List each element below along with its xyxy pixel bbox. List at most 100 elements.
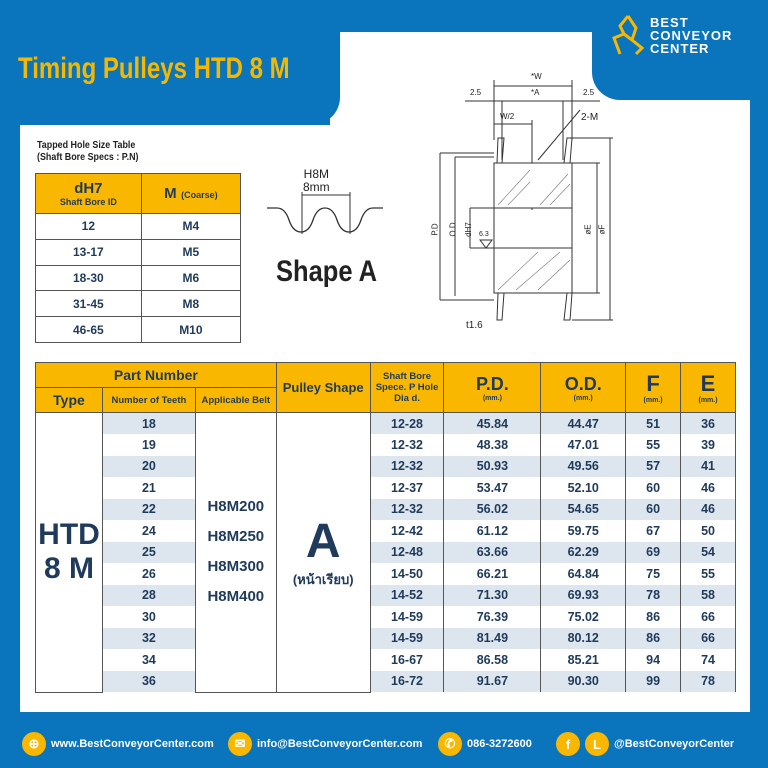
line-icon[interactable]: L — [585, 732, 609, 756]
pd: 86.58 — [443, 649, 542, 671]
type-cell: HTD 8 M — [35, 412, 103, 693]
thread-size: M8 — [140, 290, 242, 318]
teeth: 24 — [101, 520, 196, 542]
dim-od: O.D — [448, 222, 458, 237]
od: 62.29 — [540, 541, 627, 563]
table-row: 25 12-48 63.66 62.29 69 54 — [36, 541, 736, 563]
od: 90.30 — [540, 670, 627, 692]
belt-cell: H8M200 H8M250 H8M300 H8M400 — [194, 412, 277, 693]
e: 78 — [680, 670, 736, 692]
table-row: 36 16-72 91.67 90.30 99 78 — [36, 670, 736, 692]
bore-id: 13-17 — [35, 239, 142, 266]
hdr-e: E (mm.) — [680, 362, 736, 413]
f: 55 — [625, 434, 682, 456]
pd: 61.12 — [443, 520, 542, 542]
e: 50 — [680, 520, 736, 542]
od: 75.02 — [540, 606, 627, 628]
od: 64.84 — [540, 563, 627, 585]
e: 66 — [680, 627, 736, 649]
dim-roughness: 6.3 — [479, 231, 489, 238]
tapped-hole-table: dH7 Shaft Bore ID M (Coarse) 12 M4 13-17 M5 1… — [35, 173, 242, 343]
tapped-row: 18-30 M6 — [35, 265, 242, 292]
bore-id: 31-45 — [35, 290, 142, 318]
teeth: 20 — [101, 455, 196, 477]
teeth: 19 — [101, 434, 196, 456]
teeth: 36 — [101, 670, 196, 692]
phone-link[interactable]: 086-3272600 — [467, 738, 532, 750]
shaft-bore: 14-59 — [369, 627, 445, 649]
hdr-part-number: Part Number — [35, 362, 277, 388]
f: 67 — [625, 520, 682, 542]
phone-icon: ✆ — [438, 732, 462, 756]
dim-pd: P.D — [430, 223, 440, 236]
od: 47.01 — [540, 434, 627, 456]
pd: 71.30 — [443, 584, 542, 606]
shaft-bore: 14-52 — [369, 584, 445, 606]
e: 46 — [680, 498, 736, 520]
table-row: 30 14-59 76.39 75.02 86 66 — [36, 606, 736, 628]
facebook-icon[interactable]: f — [556, 732, 580, 756]
shape-label: Shape A — [276, 255, 378, 288]
e: 54 — [680, 541, 736, 563]
shaft-bore: 12-42 — [369, 520, 445, 542]
belt-tooth-profile — [267, 192, 383, 234]
f: 78 — [625, 584, 682, 606]
dim-w: *W — [531, 72, 542, 81]
pd: 66.21 — [443, 563, 542, 585]
dim-a: *A — [531, 88, 540, 97]
social-handle[interactable]: @BestConveyorCenter — [614, 738, 735, 750]
pulley-spec-table: Part Number Pulley Shape Shaft Bore Spec… — [35, 362, 736, 693]
col-dh7: dH7 Shaft Bore ID — [35, 173, 142, 214]
dim-m: 2-M — [581, 112, 599, 123]
f: 60 — [625, 498, 682, 520]
bore-id: 18-30 — [35, 265, 142, 292]
teeth: 30 — [101, 606, 196, 628]
dim-w2: W/2 — [500, 112, 515, 121]
table-row: 28 14-52 71.30 69.93 78 58 — [36, 584, 736, 606]
f: 69 — [625, 541, 682, 563]
od: 59.75 — [540, 520, 627, 542]
bore-id: 46-65 — [35, 316, 142, 343]
shaft-bore: 12-32 — [369, 434, 445, 456]
e: 55 — [680, 563, 736, 585]
f: 51 — [625, 412, 682, 434]
shaft-bore: 12-32 — [369, 455, 445, 477]
pd: 63.66 — [443, 541, 542, 563]
e: 74 — [680, 649, 736, 671]
belt-profile-label: H8M 8mm — [303, 167, 330, 194]
shape-cell: A (หน้าเรียบ) — [275, 412, 371, 693]
e: 46 — [680, 477, 736, 499]
table-row: 34 16-67 86.58 85.21 94 74 — [36, 649, 736, 671]
shaft-bore: 12-48 — [369, 541, 445, 563]
od: 52.10 — [540, 477, 627, 499]
table-row: 26 14-50 66.21 64.84 75 55 — [36, 563, 736, 585]
dim-t: t1.6 — [466, 320, 483, 331]
tapped-row: 13-17 M5 — [35, 239, 242, 266]
f: 86 — [625, 606, 682, 628]
hdr-pd: P.D. (mm.) — [443, 362, 542, 413]
email-link[interactable]: info@BestConveyorCenter.com — [257, 738, 423, 750]
tapped-row: 12 M4 — [35, 213, 242, 240]
pd: 91.67 — [443, 670, 542, 692]
hdr-teeth: Number of Teeth — [101, 387, 196, 413]
hdr-pulley-shape: Pulley Shape — [275, 362, 371, 413]
pd: 81.49 — [443, 627, 542, 649]
logo-icon — [612, 15, 645, 56]
shaft-bore: 16-72 — [369, 670, 445, 692]
od: 44.47 — [540, 412, 627, 434]
website-link[interactable]: www.BestConveyorCenter.com — [51, 738, 214, 750]
footer: ⊕ www.BestConveyorCenter.com ✉ info@BestCo… — [0, 730, 768, 758]
e: 66 — [680, 606, 736, 628]
teeth: 21 — [101, 477, 196, 499]
teeth: 34 — [101, 649, 196, 671]
tapped-row: 31-45 M8 — [35, 290, 242, 318]
dim-right: 2.5 — [583, 88, 595, 97]
pd: 76.39 — [443, 606, 542, 628]
od: 54.65 — [540, 498, 627, 520]
e: 39 — [680, 434, 736, 456]
dim-f: øF — [597, 224, 607, 235]
e: 58 — [680, 584, 736, 606]
hdr-type: Type — [35, 387, 103, 413]
teeth: 32 — [101, 627, 196, 649]
dim-dh7: dH7 — [463, 222, 473, 237]
